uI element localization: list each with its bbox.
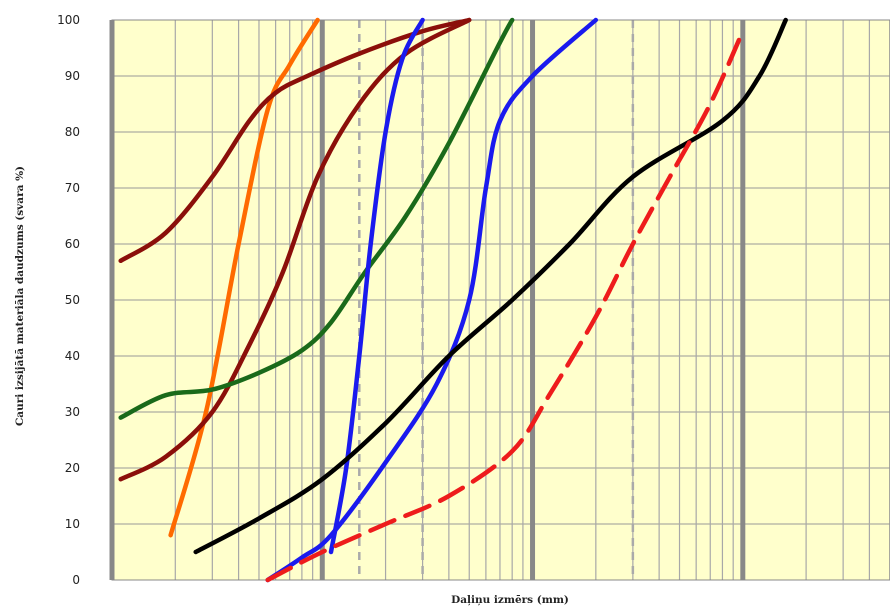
y-tick-label: 40 bbox=[65, 349, 80, 363]
y-axis-label: Cauri izsijātā materiāla daudzums (svara… bbox=[14, 165, 26, 427]
plot-border bbox=[111, 19, 890, 581]
y-tick-label: 30 bbox=[65, 405, 80, 419]
x-axis-label: Daļiņu izmērs (mm) bbox=[451, 594, 569, 606]
y-tick-label: 0 bbox=[72, 573, 80, 587]
y-tick-label: 60 bbox=[65, 237, 80, 251]
series-line-4 bbox=[328, 17, 425, 555]
series-line-0 bbox=[168, 17, 320, 538]
y-tick-label: 90 bbox=[65, 69, 80, 83]
y-tick-label: 50 bbox=[65, 293, 80, 307]
series-line-6 bbox=[193, 17, 788, 555]
series-line-7 bbox=[265, 28, 746, 583]
y-tick-label: 10 bbox=[65, 517, 80, 531]
series-line-2 bbox=[118, 17, 472, 482]
series-line-1 bbox=[118, 17, 472, 264]
y-tick-label: 20 bbox=[65, 461, 80, 475]
series-line-5 bbox=[265, 17, 599, 583]
y-tick-label: 80 bbox=[65, 125, 80, 139]
series-line-3 bbox=[118, 17, 515, 420]
y-tick-label: 70 bbox=[65, 181, 80, 195]
y-tick-label: 100 bbox=[57, 13, 80, 27]
